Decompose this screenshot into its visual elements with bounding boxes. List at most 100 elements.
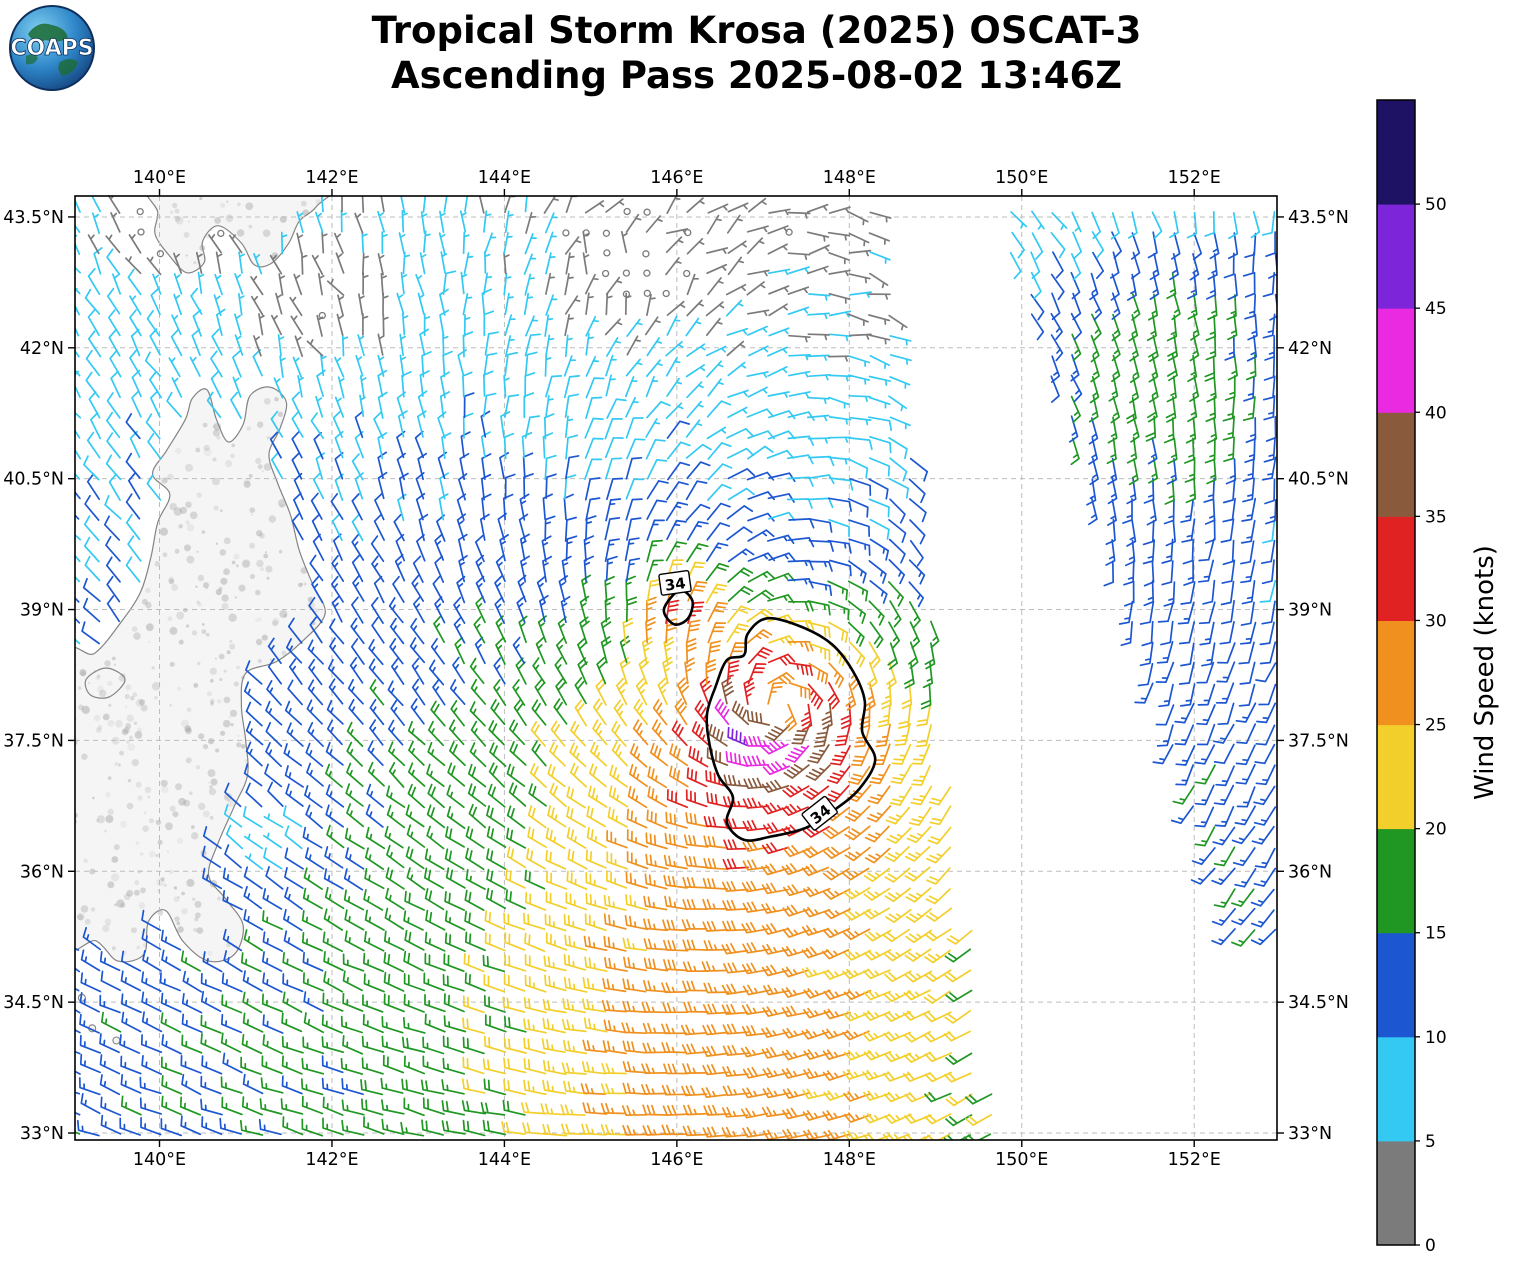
- wind-barb: [544, 314, 554, 337]
- wind-barb: [82, 597, 101, 623]
- wind-barb: [684, 855, 710, 869]
- wind-barb: [344, 930, 365, 952]
- wind-barb: [1223, 252, 1235, 279]
- wind-barb: [703, 940, 730, 951]
- wind-barb: [544, 231, 557, 254]
- wind-barb: [79, 991, 100, 1013]
- wind-barb: [522, 452, 534, 479]
- wind-barb: [787, 211, 811, 219]
- wind-barb: [409, 637, 426, 664]
- wind-barb: [722, 1085, 750, 1097]
- wind-barb: [382, 292, 389, 316]
- wind-barb: [886, 827, 912, 844]
- wind-barb: [665, 618, 678, 644]
- wind-barb: [767, 672, 795, 685]
- wind-barb: [483, 995, 506, 1013]
- wind-barb: [311, 513, 323, 541]
- wind-barb: [442, 270, 457, 296]
- wind-barb: [726, 327, 749, 336]
- wind-barb: [784, 703, 797, 732]
- wind-barb: [701, 1087, 729, 1098]
- wind-barb: [1228, 232, 1239, 260]
- wind-barb: [707, 463, 733, 481]
- chart-title: Tropical Storm Krosa (2025) OSCAT-3: [371, 9, 1142, 52]
- wind-barb: [585, 356, 600, 377]
- wind-barb: [868, 396, 891, 409]
- wind-barb: [1203, 477, 1216, 503]
- wind-barb: [642, 1022, 669, 1034]
- wind-barb: [707, 203, 729, 214]
- wind-barb: [470, 720, 487, 747]
- wind-barb: [141, 991, 162, 1013]
- wind-barb: [261, 951, 283, 972]
- wind-barb: [90, 412, 102, 440]
- wind-barb: [523, 1018, 547, 1034]
- wind-barb: [266, 680, 282, 706]
- wind-barb: [801, 1029, 829, 1040]
- wind-barb: [1142, 539, 1156, 565]
- wind-barb: [706, 542, 729, 562]
- wind-barb: [807, 744, 830, 764]
- wind-barb: [1196, 723, 1216, 746]
- wind-barb: [549, 741, 566, 767]
- wind-barb: [1147, 231, 1158, 259]
- wind-barb: [362, 994, 384, 1013]
- wind-barb: [803, 1007, 831, 1019]
- wind-barb: [661, 1023, 688, 1035]
- wind-barb: [486, 868, 507, 890]
- wind-barb: [544, 515, 556, 542]
- wind-barb: [75, 432, 82, 460]
- wind-barb: [646, 337, 663, 357]
- wind-barb: [427, 783, 445, 809]
- wind-barb: [344, 827, 365, 850]
- wind-barb: [146, 310, 161, 337]
- wind-barb: [563, 953, 587, 971]
- wind-barb: [253, 335, 262, 357]
- wind-barb: [565, 892, 588, 911]
- wind-barb: [361, 1098, 384, 1116]
- wind-barb: [646, 499, 668, 520]
- wind-barb: [505, 868, 526, 889]
- wind-barb: [243, 866, 263, 890]
- wind-barb: [336, 313, 344, 336]
- wind-barb: [120, 1095, 142, 1116]
- wind-barb: [405, 846, 425, 870]
- wind-barb: [863, 1050, 892, 1061]
- wind-barb: [687, 581, 708, 602]
- wind-barb: [868, 314, 891, 325]
- wind-barb: [923, 1031, 951, 1043]
- wind-barb: [746, 608, 774, 623]
- wind-barb: [416, 410, 427, 438]
- wind-barb: [267, 658, 283, 685]
- wind-barb: [370, 596, 384, 624]
- wind-barb: [241, 1033, 263, 1055]
- wind-barb: [566, 806, 587, 828]
- wind-barb: [822, 927, 851, 939]
- wind-barb: [125, 413, 141, 440]
- wind-barb: [862, 907, 891, 920]
- wind-barb: [633, 698, 649, 726]
- wind-barb: [423, 230, 431, 253]
- wind-barb: [543, 196, 559, 214]
- wind-barb: [334, 430, 344, 459]
- wind-barb: [747, 529, 775, 542]
- wind-barb: [842, 1069, 871, 1080]
- wind-barb: [1175, 745, 1196, 766]
- wind-barb: [686, 767, 708, 788]
- wind-barb: [877, 702, 892, 728]
- wind-barb: [493, 657, 506, 685]
- wind-barb: [545, 394, 554, 418]
- wind-barb: [681, 1085, 708, 1097]
- wind-barb: [270, 314, 283, 336]
- wind-barb: [1265, 498, 1277, 525]
- wind-barb: [904, 866, 931, 882]
- wind-barb: [1009, 251, 1022, 280]
- wind-barb: [407, 720, 426, 746]
- wind-barb: [415, 492, 426, 521]
- wind-barb: [75, 575, 81, 583]
- wind-barb: [259, 1098, 283, 1115]
- wind-barb: [702, 898, 729, 910]
- wind-barb: [662, 1002, 689, 1014]
- lat-tick-label: 36°N: [20, 862, 64, 882]
